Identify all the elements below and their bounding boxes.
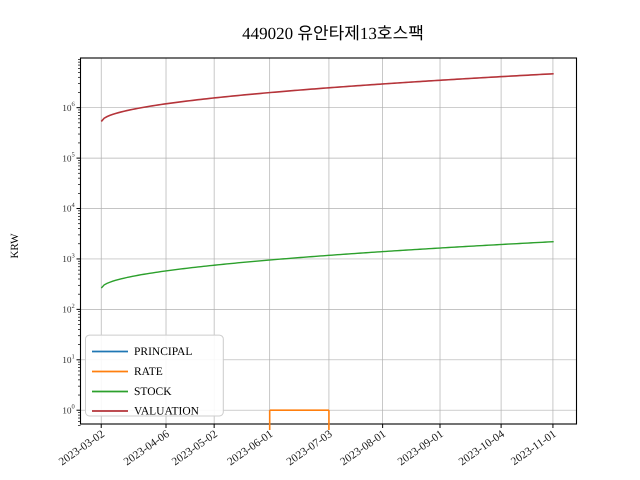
svg-text:3: 3 [72, 252, 75, 259]
svg-text:STOCK: STOCK [134, 386, 172, 398]
svg-text:10: 10 [62, 406, 72, 416]
svg-text:10: 10 [62, 104, 72, 114]
svg-text:KRW: KRW [9, 233, 21, 259]
svg-text:10: 10 [62, 306, 72, 316]
svg-text:VALUATION: VALUATION [134, 405, 200, 417]
svg-text:10: 10 [62, 205, 72, 215]
svg-text:5: 5 [72, 152, 75, 159]
svg-text:10: 10 [62, 154, 72, 164]
svg-text:0: 0 [72, 404, 75, 411]
svg-text:449020 유안타제13호스팩: 449020 유안타제13호스팩 [242, 24, 424, 43]
svg-text:10: 10 [62, 356, 72, 366]
svg-text:RATE: RATE [134, 366, 163, 378]
svg-text:1: 1 [72, 353, 75, 360]
svg-text:10: 10 [62, 255, 72, 265]
svg-text:2: 2 [72, 303, 75, 310]
svg-text:PRINCIPAL: PRINCIPAL [134, 346, 192, 358]
